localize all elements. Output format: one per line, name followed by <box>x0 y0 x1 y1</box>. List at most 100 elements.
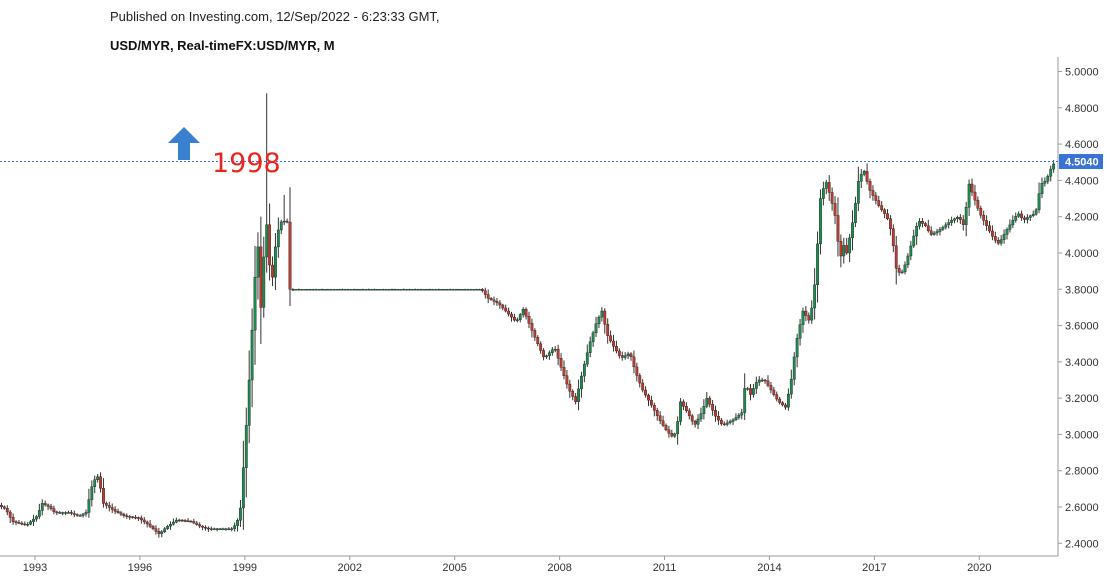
candle-down <box>891 228 895 246</box>
candle-up <box>673 433 677 437</box>
candle-up <box>419 289 423 291</box>
candle-up <box>699 413 703 420</box>
candle-up <box>900 271 904 274</box>
candle-up <box>227 528 231 530</box>
candle-up <box>585 352 589 365</box>
candle-up <box>399 289 403 291</box>
current-price-value: 4.5040 <box>1065 157 1099 169</box>
candle-up <box>909 245 913 257</box>
candle-up <box>411 289 414 291</box>
y-tick-label: 2.8000 <box>1065 466 1099 478</box>
candle-down <box>99 476 102 489</box>
candle-down <box>996 240 1000 244</box>
candle-up <box>393 289 397 291</box>
candle-down <box>259 246 263 308</box>
candle-down <box>142 519 146 523</box>
candle-down <box>714 410 717 417</box>
candle-down <box>976 199 980 209</box>
candle-up <box>472 289 476 291</box>
candle-down <box>2 506 6 509</box>
candle-up <box>591 332 595 343</box>
candle-up <box>174 519 178 523</box>
candle-up <box>903 264 907 273</box>
candle-down <box>492 299 496 302</box>
candle-down <box>288 221 292 290</box>
candle-up <box>1046 175 1050 182</box>
candle-down <box>507 310 510 315</box>
x-axis-ticks: 1993 1996 1999 2002 2005 2008 2011 2014 2017 2020 <box>23 556 992 574</box>
candle-down <box>836 215 840 242</box>
candle-up <box>521 309 525 315</box>
candle-up <box>854 203 857 223</box>
candle-down <box>483 290 487 295</box>
candle-down <box>897 268 901 273</box>
candle-up <box>230 528 234 530</box>
x-tick-label: 1996 <box>128 562 152 574</box>
candle-down <box>993 236 997 241</box>
candle-down <box>562 367 566 376</box>
candle-down <box>719 419 723 425</box>
candle-down <box>617 350 621 356</box>
candle-down <box>119 512 123 515</box>
candle-down <box>804 310 808 316</box>
x-tick-label: 2005 <box>442 562 466 574</box>
candle-down <box>574 396 578 402</box>
candle-up <box>824 182 828 189</box>
candle-up <box>1037 193 1041 211</box>
candle-up <box>274 246 277 278</box>
candle-up <box>816 243 819 286</box>
candle-up <box>705 397 709 407</box>
candle-down <box>784 404 787 408</box>
candle-up <box>233 525 237 529</box>
annotation-1998: 1998 <box>168 127 281 179</box>
candle-down <box>486 294 490 299</box>
candle-up <box>282 220 286 223</box>
candle-down <box>55 511 59 514</box>
candle-down <box>871 190 875 196</box>
candle-up <box>737 414 741 418</box>
candle-down <box>923 223 927 226</box>
candle-up <box>795 338 799 358</box>
candle-down <box>131 516 135 518</box>
candle-down <box>830 192 834 204</box>
candle-down <box>137 517 140 519</box>
candle-up <box>734 417 738 421</box>
candle-up <box>338 289 341 291</box>
candle-down <box>845 245 849 254</box>
candle-up <box>588 341 592 353</box>
candle-down <box>603 310 607 325</box>
candle-down <box>650 399 653 406</box>
candle-up <box>1043 180 1047 184</box>
candle-up <box>819 198 822 245</box>
candle-down <box>684 406 688 412</box>
candle-up <box>402 289 406 291</box>
y-tick-label: 3.2000 <box>1065 393 1099 405</box>
candle-down <box>1023 217 1026 220</box>
candle-down <box>877 200 881 206</box>
candle-up <box>265 224 269 258</box>
candle-up <box>676 421 680 435</box>
current-price-badge <box>1059 154 1103 170</box>
candle-down <box>107 505 111 508</box>
candle-down <box>513 316 516 321</box>
arrow-up-icon <box>168 127 200 160</box>
candle-up <box>166 525 169 529</box>
candle-up <box>696 418 700 425</box>
candle-down <box>635 366 639 376</box>
candle-down <box>134 516 137 519</box>
x-tick-label: 2011 <box>653 562 677 574</box>
candle-up <box>1031 214 1035 216</box>
candle-up <box>580 375 583 390</box>
candle-up <box>786 393 790 408</box>
candle-up <box>1034 209 1038 215</box>
candle-down <box>658 415 662 422</box>
candle-down <box>102 488 105 504</box>
candle-down <box>647 394 650 401</box>
candle-down <box>894 245 898 269</box>
candle-up <box>367 289 371 291</box>
candle-up <box>169 523 172 527</box>
candle-up <box>810 307 814 321</box>
candle-up <box>548 352 551 356</box>
annotation-text: 1998 <box>212 148 281 179</box>
